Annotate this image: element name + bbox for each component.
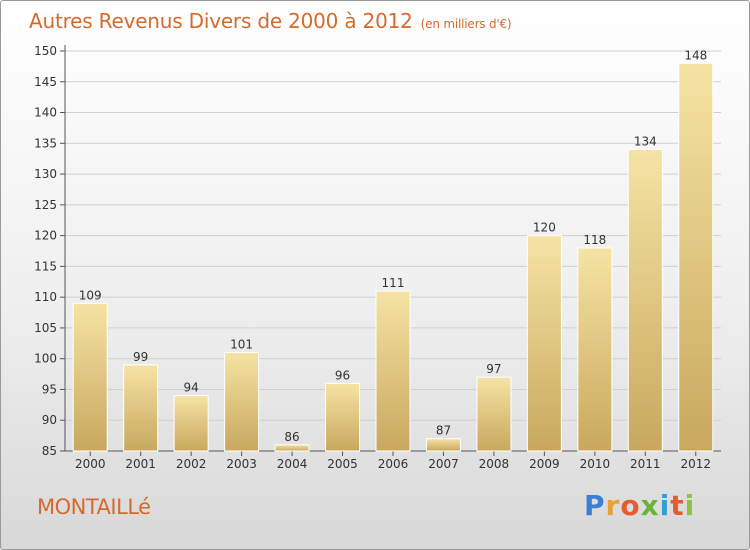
- bar-2012: [678, 62, 714, 452]
- bars: [72, 62, 714, 452]
- y-tick-label: 110: [34, 290, 57, 304]
- logo-letter: P: [584, 489, 606, 522]
- data-label-2010: 118: [583, 233, 606, 247]
- title-text: Autres Revenus Divers de 2000 à 2012: [29, 9, 413, 33]
- x-tick-label-2002: 2002: [176, 457, 207, 471]
- y-tick-label: 120: [34, 229, 57, 243]
- data-label-2011: 134: [634, 134, 657, 148]
- bar-2011: [627, 148, 663, 452]
- logo-letter: i: [659, 489, 671, 522]
- x-tick-label-2007: 2007: [428, 457, 459, 471]
- bar-2010: [577, 247, 613, 452]
- data-label-2005: 96: [335, 368, 350, 382]
- title-unit: (en milliers d'€): [420, 17, 512, 31]
- data-label-2008: 97: [486, 362, 501, 376]
- x-tick-label-2003: 2003: [226, 457, 257, 471]
- bar-2004: [274, 444, 310, 452]
- y-tick-label: 105: [34, 321, 57, 335]
- logo-letter: o: [620, 489, 641, 522]
- y-tick-label: 145: [34, 75, 57, 89]
- x-tick-label-2008: 2008: [479, 457, 510, 471]
- data-labels: 109 99 94 101 86 96 111 87 97 120 118 134 148: [79, 48, 707, 444]
- logo-letter: r: [605, 489, 621, 522]
- logo-letter: i: [684, 489, 696, 522]
- y-tick-label: 100: [34, 352, 57, 366]
- x-tick-label-2011: 2011: [630, 457, 661, 471]
- data-label-2012: 148: [684, 48, 707, 62]
- x-tick-label-2012: 2012: [680, 457, 711, 471]
- data-label-2000: 109: [79, 288, 102, 302]
- y-tick-label: 125: [34, 198, 57, 212]
- data-label-2001: 99: [133, 350, 148, 364]
- bar-2006: [375, 290, 411, 452]
- data-label-2003: 101: [230, 338, 253, 352]
- x-tick-label-2006: 2006: [378, 457, 409, 471]
- x-tick-label-2009: 2009: [529, 457, 560, 471]
- x-tick-label-2001: 2001: [125, 457, 156, 471]
- y-tick-label: 90: [42, 413, 57, 427]
- data-label-2007: 87: [436, 424, 451, 438]
- y-tick-label: 95: [42, 382, 57, 396]
- bar-2002: [173, 395, 209, 452]
- bar-2007: [425, 438, 461, 452]
- y-tick-label: 85: [42, 444, 57, 458]
- x-tick-label-2004: 2004: [277, 457, 308, 471]
- data-label-2009: 120: [533, 221, 556, 235]
- bar-2003: [224, 352, 260, 452]
- place-name: MONTAILLé: [37, 495, 151, 519]
- bar-2005: [325, 382, 361, 452]
- bar-2008: [476, 376, 512, 452]
- y-tick-label: 140: [34, 106, 57, 120]
- data-label-2002: 94: [184, 381, 199, 395]
- x-tick-label-2000: 2000: [75, 457, 106, 471]
- bar-2009: [526, 235, 562, 452]
- chart-title: Autres Revenus Divers de 2000 à 2012 (en …: [29, 9, 512, 33]
- logo-letter: x: [640, 489, 660, 522]
- y-tick-label: 150: [34, 44, 57, 58]
- y-tick-label: 135: [34, 136, 57, 150]
- y-tick-label: 115: [34, 259, 57, 273]
- bar-2000: [72, 302, 108, 452]
- data-label-2006: 111: [382, 276, 405, 290]
- x-tick-label-2010: 2010: [580, 457, 611, 471]
- tick-labels: 85 90 95 100 105 110 115 120 125 130 135 140 145 150 2…: [34, 44, 711, 471]
- data-label-2004: 86: [284, 430, 299, 444]
- logo-letter: t: [670, 489, 685, 522]
- y-tick-label: 130: [34, 167, 57, 181]
- bar-2001: [123, 364, 159, 452]
- x-tick-label-2005: 2005: [327, 457, 358, 471]
- proxiti-logo: Proxiti: [584, 489, 695, 522]
